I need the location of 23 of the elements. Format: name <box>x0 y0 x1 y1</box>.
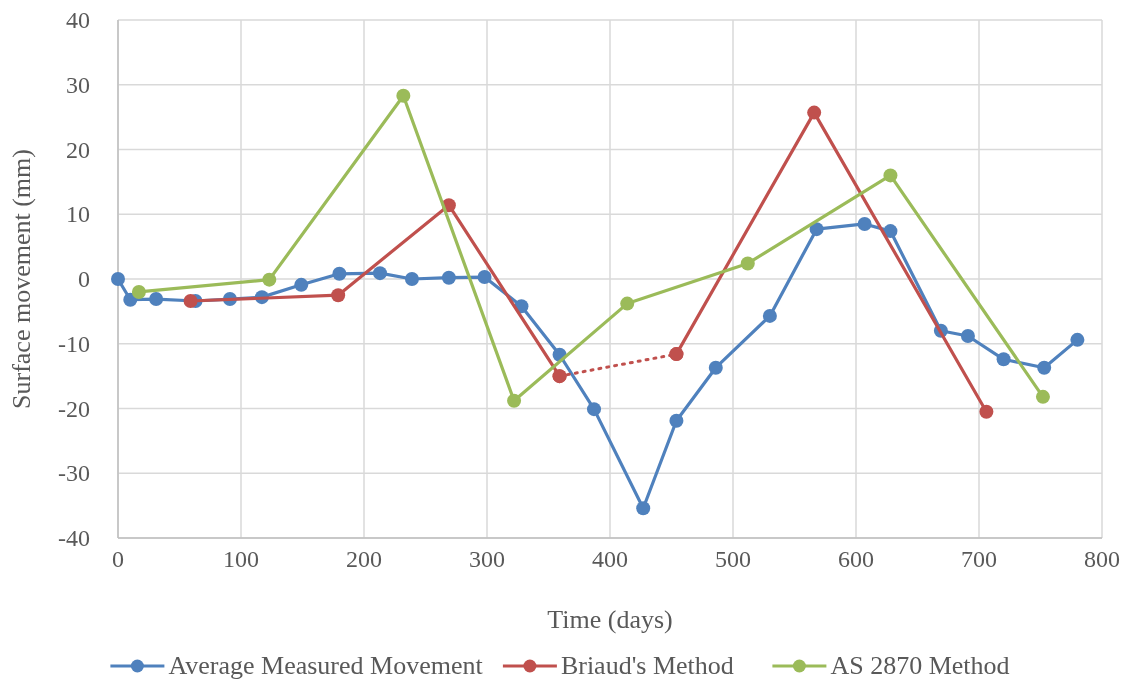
x-tick-label: 100 <box>223 546 259 572</box>
x-axis-title: Time (days) <box>547 605 673 634</box>
y-tick-label: 10 <box>66 201 90 228</box>
legend-label: AS 2870 Method <box>830 651 1010 680</box>
legend-label: Average Measured Movement <box>168 651 484 680</box>
y-tick-label: 30 <box>66 71 90 98</box>
y-tick-label: -10 <box>58 330 90 357</box>
x-tick-label: 700 <box>961 546 997 572</box>
y-tick-label: -40 <box>58 525 90 551</box>
y-tick-label: -30 <box>58 460 90 487</box>
x-tick-label: 600 <box>838 546 874 572</box>
y-tick-label: 40 <box>66 7 90 33</box>
x-tick-label: 400 <box>592 546 628 572</box>
x-tick-label: 800 <box>1084 546 1120 572</box>
x-tick-label: 500 <box>715 546 751 572</box>
y-axis-title: Surface movement (mm) <box>7 149 36 409</box>
y-tick-label: 20 <box>66 136 90 163</box>
y-tick-label: 0 <box>78 266 90 292</box>
y-tick-label: -20 <box>58 395 90 422</box>
x-tick-label: 0 <box>112 546 124 572</box>
legend-label: Briaud's Method <box>560 651 734 680</box>
x-tick-label: 200 <box>346 546 382 572</box>
x-tick-label: 300 <box>469 546 505 572</box>
